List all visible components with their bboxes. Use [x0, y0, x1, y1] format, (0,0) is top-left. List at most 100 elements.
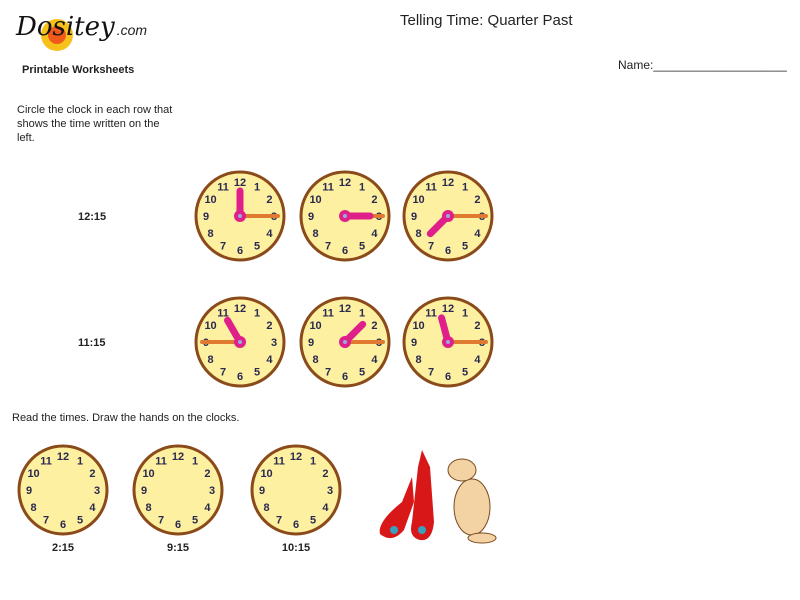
- clock-number: 12: [442, 177, 454, 189]
- clock-time-label: 10:15: [281, 542, 311, 554]
- logo: Dositey .com: [16, 12, 147, 42]
- clock-number: 3: [209, 485, 215, 497]
- clock-number: 7: [428, 366, 434, 378]
- clock-number: 2: [89, 468, 95, 480]
- clock-number: 11: [273, 456, 285, 468]
- clock-number: 1: [192, 456, 198, 468]
- clock-number: 4: [371, 354, 378, 366]
- logo-domain: .com: [116, 22, 148, 38]
- clock-number: 10: [309, 320, 321, 332]
- clock-number: 12: [234, 177, 246, 189]
- clock-number: 2: [371, 194, 377, 206]
- clock-number: 10: [412, 194, 424, 206]
- clock-number: 6: [237, 371, 243, 383]
- name-field: Name:____________________: [618, 58, 787, 72]
- clock-number: 7: [325, 240, 331, 252]
- clock-number: 10: [412, 320, 424, 332]
- clock-number: 11: [425, 308, 437, 320]
- clock-number: 10: [309, 194, 321, 206]
- clock-number: 6: [175, 519, 181, 531]
- clock-number: 7: [276, 514, 282, 526]
- clock-number: 9: [308, 337, 314, 349]
- clock-number: 6: [293, 519, 299, 531]
- clock-number: 4: [266, 354, 273, 366]
- clock-number: 1: [77, 456, 83, 468]
- clock-number: 9: [203, 211, 209, 223]
- clock-number: 9: [308, 211, 314, 223]
- clock-number: 2: [474, 194, 480, 206]
- clock-number: 7: [220, 240, 226, 252]
- clock-number: 5: [310, 514, 316, 526]
- clock-number: 6: [342, 371, 348, 383]
- clock-number: 2: [204, 468, 210, 480]
- clock-number: 1: [359, 182, 365, 194]
- clock-number: 12: [290, 451, 302, 463]
- clock-number: 12: [442, 303, 454, 315]
- clock-number: 9: [141, 485, 147, 497]
- clock-number: 2: [266, 320, 272, 332]
- clock-number: 6: [445, 245, 451, 257]
- clock-number: 4: [474, 228, 481, 240]
- clock-number: 11: [425, 182, 437, 194]
- clock-number: 10: [204, 320, 216, 332]
- clock-number: 10: [260, 468, 272, 480]
- clock-number: 4: [204, 502, 211, 514]
- clock-number: 1: [462, 308, 468, 320]
- clock-number: 8: [263, 502, 269, 514]
- clock-number: 8: [415, 228, 421, 240]
- logo-text: Dositey: [16, 12, 115, 42]
- clock-number: 11: [217, 182, 229, 194]
- clock-number: 3: [271, 337, 277, 349]
- clock-number: 10: [204, 194, 216, 206]
- clock-number: 7: [428, 240, 434, 252]
- clock-number: 1: [359, 308, 365, 320]
- clock-number: 12: [339, 177, 351, 189]
- clock-number: 4: [322, 502, 329, 514]
- clock-number: 12: [234, 303, 246, 315]
- clock-number: 11: [40, 456, 52, 468]
- clock-number: 7: [220, 366, 226, 378]
- clock-number: 2: [371, 320, 377, 332]
- clock-number: 9: [259, 485, 265, 497]
- clock-number: 7: [43, 514, 49, 526]
- clock-number: 6: [237, 245, 243, 257]
- clock-number: 8: [30, 502, 36, 514]
- clock-number: 5: [254, 366, 260, 378]
- clock-number: 3: [327, 485, 333, 497]
- clock-number: 8: [415, 354, 421, 366]
- clock-number: 5: [359, 240, 365, 252]
- clock-number: 3: [94, 485, 100, 497]
- clock-number: 1: [462, 182, 468, 194]
- clock-number: 5: [254, 240, 260, 252]
- row-time-label: 12:15: [78, 211, 107, 223]
- clock-number: 8: [145, 502, 151, 514]
- clock-number: 1: [254, 182, 260, 194]
- instructions-circle: Circle the clock in each row that shows …: [17, 104, 173, 144]
- clock-number: 4: [266, 228, 273, 240]
- clock-number: 11: [322, 308, 334, 320]
- row-time-label: 11:15: [78, 337, 106, 349]
- clock-number: 1: [310, 456, 316, 468]
- clock-number: 6: [445, 371, 451, 383]
- logo-sun-icon: [41, 19, 73, 51]
- clock-number: 5: [462, 240, 468, 252]
- page-title: Telling Time: Quarter Past: [400, 12, 573, 29]
- clock-number: 5: [192, 514, 198, 526]
- clock-number: 8: [312, 228, 318, 240]
- clock-face: [250, 444, 342, 536]
- instructions-draw: Read the times. Draw the hands on the cl…: [12, 412, 240, 424]
- clock-number: 8: [207, 228, 213, 240]
- clock-number: 11: [217, 308, 229, 320]
- clock-number: 10: [142, 468, 154, 480]
- clock-number: 11: [322, 182, 334, 194]
- clock-number: 8: [207, 354, 213, 366]
